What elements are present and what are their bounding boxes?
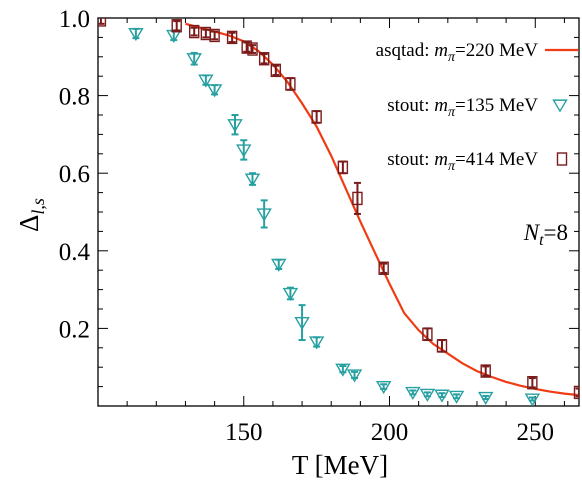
data-point — [227, 119, 243, 133]
data-point — [285, 77, 296, 91]
legend-label: asqtad: mπ=220 MeV — [376, 40, 539, 65]
y-axis-label-main: Δ — [14, 215, 44, 232]
data-point — [308, 336, 325, 350]
series-line — [185, 22, 579, 397]
legend-square-swatch — [556, 152, 568, 166]
data-point — [206, 84, 223, 98]
data-point — [352, 191, 363, 206]
nt-annotation-rest: =8 — [544, 220, 568, 245]
data-point — [375, 381, 392, 395]
legend-label-var: m — [434, 40, 448, 61]
data-point — [171, 19, 182, 33]
data-point — [294, 317, 310, 331]
data-point — [282, 287, 299, 302]
x-axis-label: T [MeV] — [292, 450, 388, 480]
data-point — [436, 339, 448, 353]
data-point — [247, 42, 258, 56]
data-point — [270, 63, 282, 78]
data-point — [271, 258, 287, 272]
nt-annotation: Nt=8 — [523, 220, 568, 249]
series-2 — [98, 18, 579, 400]
data-point — [422, 327, 433, 341]
data-point — [477, 391, 494, 406]
nt-annotation-main: N — [523, 220, 541, 245]
data-point — [256, 208, 272, 222]
x-tick-label: 250 — [517, 419, 555, 446]
data-point — [188, 24, 200, 39]
axis-ticks: 150 200 250 0.2 0.4 0.6 0.8 1.0 — [59, 6, 579, 446]
data-point — [209, 28, 220, 43]
legend-label-sub: π — [448, 159, 456, 174]
legend-label-rest: =135 MeV — [455, 95, 538, 116]
data-point — [337, 160, 349, 175]
svg-text:Δl,s: Δl,s — [14, 198, 48, 232]
legend-label: stout: mπ=414 MeV — [387, 149, 538, 174]
y-axis-label-sub: l,s — [28, 198, 48, 215]
data-point — [335, 363, 351, 377]
y-axis-label: Δl,s — [14, 198, 48, 232]
data-point — [241, 40, 252, 54]
data-point — [258, 52, 270, 66]
data-point — [311, 110, 322, 124]
legend-label-rest: =220 MeV — [455, 40, 538, 61]
y-tick-label: 0.8 — [59, 84, 90, 111]
y-tick-label: 0.4 — [59, 239, 91, 266]
legend-label-var: m — [434, 149, 448, 170]
plot-frame — [97, 17, 580, 407]
data-point — [226, 30, 238, 45]
legend-triangle-swatch — [552, 99, 568, 113]
series-1 — [128, 27, 541, 406]
data-point — [128, 27, 144, 42]
data-point — [236, 144, 252, 158]
y-tick-label: 0.6 — [59, 161, 90, 188]
data-point — [524, 393, 541, 406]
legend-label-sub: π — [448, 50, 456, 65]
data-point — [346, 369, 363, 383]
data-point — [480, 364, 491, 378]
legend-label-prefix: stout: — [387, 149, 434, 170]
legend-label-var: m — [434, 95, 448, 116]
series-layer — [98, 18, 579, 406]
legend-label-prefix: asqtad: — [376, 40, 435, 61]
x-tick-label: 200 — [371, 419, 409, 446]
legend-label: stout: mπ=135 MeV — [387, 95, 538, 120]
data-point — [573, 385, 579, 400]
legend-label-sub: π — [448, 105, 456, 120]
data-point — [434, 389, 450, 403]
data-point — [527, 376, 538, 390]
series-0 — [185, 22, 579, 397]
data-point — [378, 261, 389, 275]
y-tick-label: 0.2 — [59, 316, 90, 343]
data-point — [448, 390, 465, 404]
data-point — [419, 388, 436, 402]
data-point — [98, 18, 107, 27]
svg-text:Nt=8: Nt=8 — [523, 220, 568, 249]
legend-label-rest: =414 MeV — [455, 149, 538, 170]
nt-annotation-sub: t — [539, 232, 544, 249]
legend-label-prefix: stout: — [387, 95, 434, 116]
data-point — [186, 53, 202, 67]
y-tick-label: 1.0 — [59, 6, 90, 33]
data-point — [244, 173, 261, 187]
data-point — [405, 386, 421, 400]
x-tick-label: 150 — [225, 419, 263, 446]
data-point — [198, 74, 214, 88]
